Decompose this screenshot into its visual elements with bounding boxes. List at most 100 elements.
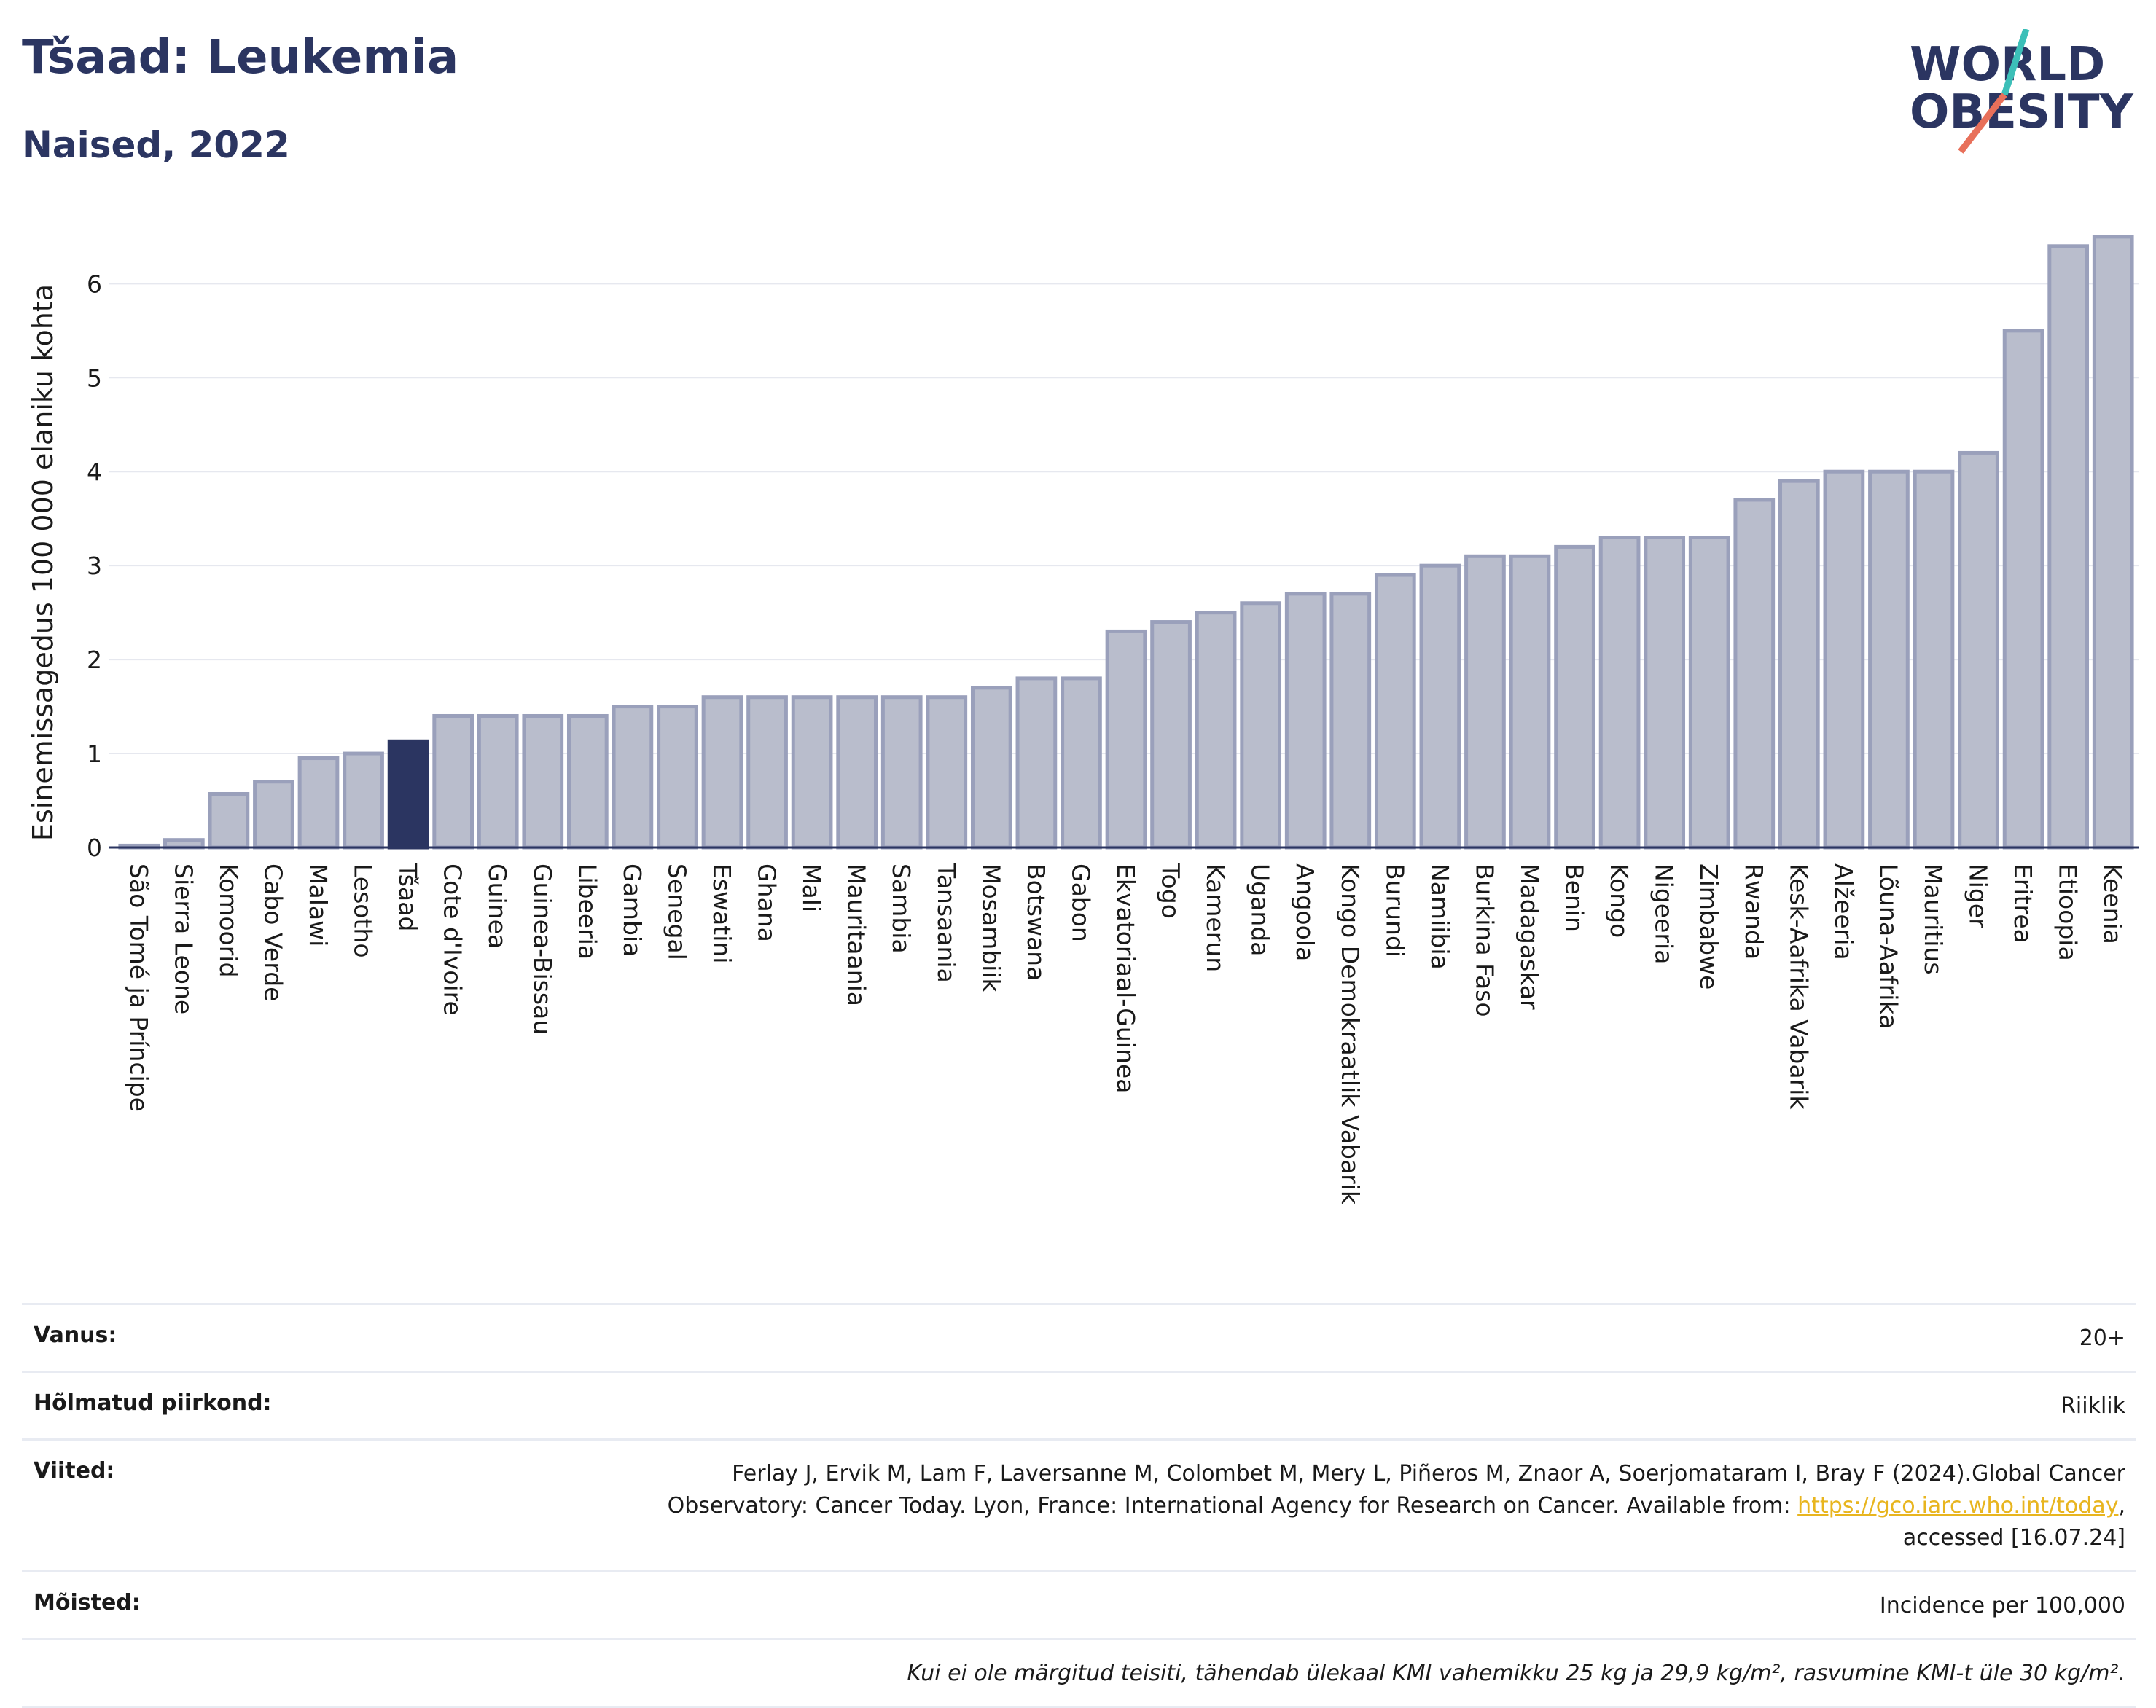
world-obesity-logo: WORLD OBESITY [1910,29,2133,154]
bar-chart: 0 1 2 3 4 5 6 São Tomé ja Príncipe Sierra Leone… [27,235,2139,1205]
y-tick-label: 4 [87,458,102,486]
bar-niger [1958,450,1999,850]
bar-nigeeria [1644,536,1686,850]
bar-senegal [657,705,698,850]
bar-al-eeria [1823,469,1865,850]
y-tick-label: 3 [87,552,102,580]
bar-zimbabwe [1688,536,1730,850]
y-tick-label: 5 [87,364,102,392]
references-label: Viited: [34,1458,115,1484]
info-row-definitions: Mõisted: Incidence per 100,000 [22,1570,2136,1638]
definitions-value: Incidence per 100,000 [1879,1593,2125,1618]
info-row-region: Hõlmatud piirkond: Riiklik [22,1371,2136,1438]
x-tick-label: Ekvatoriaal-Guinea [1112,863,1140,1093]
x-tick-label: Zimbabwe [1695,863,1723,990]
bar-ghana [746,695,788,850]
bar-t-aad [387,739,429,850]
x-tick-label: Malawi [304,863,332,947]
y-tick-label: 6 [87,270,102,298]
page-title: Tšaad: Leukemia [22,31,459,85]
x-tick-label: Alžeeria [1829,863,1858,960]
bar-gabon [1061,676,1102,850]
x-tick-label: Lõuna-Aafrika [1874,863,1902,1029]
x-tick-label: Lesotho [349,863,378,958]
references-link[interactable]: https://gco.iarc.who.int/today [1797,1493,2119,1519]
bar-kamerun [1195,611,1237,850]
x-tick-label: Sierra Leone [169,863,198,1014]
bar-eswatini [701,695,743,850]
x-tick-label: Niger [1964,863,1993,928]
bar-guinea [477,713,519,850]
bar-komoorid [208,792,250,850]
y-axis-label: Esinemissagedus 100 000 elaniku kohta [27,284,59,841]
bar-ekvatoriaal-guinea [1105,629,1147,850]
bar-tansaania [926,695,968,850]
info-row-note: Kui ei ole märgitud teisiti, tähendab ül… [22,1638,2136,1708]
bar-togo [1150,620,1192,850]
x-tick-label: Namiibia [1426,863,1454,970]
age-label: Vanus: [34,1323,117,1348]
x-tick-label: Mauritaania [843,863,871,1006]
x-tick-label: Kongo Demokraatlik Vabarik [1336,863,1364,1205]
x-tick-label: Eritrea [2009,863,2037,944]
bar-libeeria [566,713,609,850]
x-tick-label: Guinea-Bissau [528,863,557,1035]
bar-l-una-aafrika [1868,469,1910,850]
bar-angoola [1284,592,1327,850]
info-row-age: Vanus: 20+ [22,1303,2136,1371]
bar-malawi [297,756,340,850]
references-tail: , accessed [16.07.24] [1902,1493,2125,1551]
bar-mauritaania [836,695,878,850]
references-text: Ferlay J, Ervik M, Lam F, Laversanne M, … [667,1461,2125,1519]
bar-namiibia [1419,563,1461,850]
x-tick-label: Ghana [753,863,781,942]
x-tick-label: Angoola [1291,863,1319,961]
info-table: Vanus: 20+ Hõlmatud piirkond: Riiklik Vi… [22,1303,2136,1708]
age-value: 20+ [2079,1325,2125,1351]
bar-kesk-aafrika-vabarik [1778,479,1820,850]
x-tick-label: Sambia [887,863,915,954]
y-tick-label: 0 [87,834,102,862]
bar-cabo-verde [253,780,294,850]
bar-cote-d-ivoire [432,713,474,850]
bar-lesotho [343,751,384,850]
logo-slash-bottom [1958,93,2007,154]
bar-sambia [880,695,923,850]
x-tick-label: Mosambiik [977,863,1005,993]
bar-etioopia [2047,244,2090,850]
bmi-note: Kui ei ole märgitud teisiti, tähendab ül… [907,1661,2125,1686]
x-tick-label: Benin [1561,863,1589,932]
info-row-references: Viited: Ferlay J, Ervik M, Lam F, Lavers… [22,1438,2136,1570]
x-tick-label: Burkina Faso [1470,863,1499,1017]
x-tick-label: São Tomé ja Príncipe [125,863,153,1112]
x-tick-label: Etioopia [2054,863,2082,961]
x-tick-label: Togo [1157,863,1185,919]
bar-burundi [1374,573,1416,850]
bar-kongo [1598,536,1641,850]
x-tick-labels: São Tomé ja Príncipe Sierra Leone Komoorid… [125,863,2127,1205]
bar-keenia [2092,235,2134,850]
logo-slash-top [2001,29,2030,96]
bar-kongo-demokraatlik-vabarik [1329,592,1372,850]
bar-burkina-faso [1464,554,1506,850]
region-label: Hõlmatud piirkond: [34,1390,272,1416]
x-tick-label: Eswatini [708,863,736,963]
x-tick-label: Kongo [1605,863,1633,938]
y-tick-labels: 0 1 2 3 4 5 6 [87,270,102,862]
references-value: Ferlay J, Ervik M, Lam F, Laversanne M, … [631,1458,2125,1554]
x-tick-label: Mauritius [1919,863,1948,975]
bar-guinea-bissau [522,713,564,850]
x-tick-label: Cabo Verde [259,863,287,1001]
x-tick-label: Kesk-Aafrika Vabarik [1784,863,1813,1110]
bar-sierra-leone [163,838,205,850]
x-tick-label: Rwanda [1740,863,1768,960]
y-tick-label: 2 [87,646,102,674]
x-tick-label: Komoorid [214,863,243,977]
x-tick-label: Tšaad [394,863,422,931]
x-tick-label: Nigeeria [1650,863,1679,964]
x-tick-label: Botswana [1022,863,1050,981]
x-tick-label: Gabon [1066,863,1095,942]
page-subtitle: Naised, 2022 [22,124,290,166]
x-tick-label: Gambia [618,863,647,957]
x-tick-label: Kamerun [1201,863,1230,972]
